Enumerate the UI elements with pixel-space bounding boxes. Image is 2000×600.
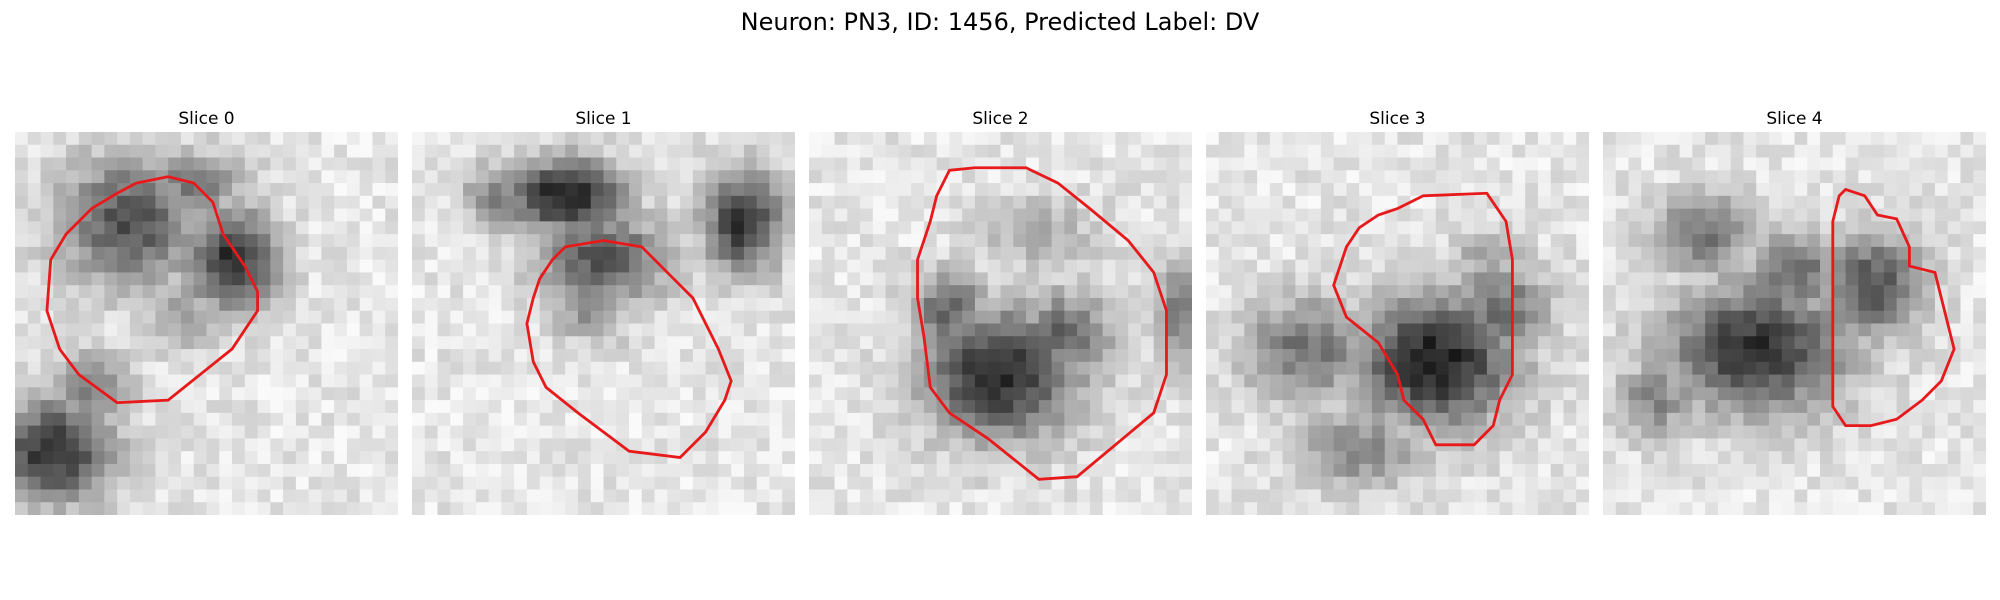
slice-title-2: Slice 2: [972, 109, 1029, 129]
slice-image-3: [1206, 132, 1589, 515]
slice-image-4: [1603, 132, 1986, 515]
slice-title-1: Slice 1: [575, 109, 632, 129]
roi-contour-2: [916, 166, 1168, 481]
slice-panel-0: Slice 0: [15, 108, 398, 515]
slice-image-svg-4: [1603, 132, 1986, 515]
slice-panel-3: Slice 3: [1206, 108, 1589, 515]
slice-image-svg-1: [412, 132, 795, 515]
slice-panel-1: Slice 1: [412, 108, 795, 515]
slice-panel-4: Slice 4: [1603, 108, 1986, 515]
slice-image-0: [15, 132, 398, 515]
figure-title: Neuron: PN3, ID: 1456, Predicted Label: …: [740, 8, 1260, 36]
slice-title-4: Slice 4: [1766, 109, 1823, 129]
slice-title-0: Slice 0: [178, 109, 235, 129]
roi-contour-4: [1831, 187, 1956, 428]
slice-image-svg-0: [15, 132, 398, 515]
roi-contour-1: [525, 239, 733, 460]
slice-panel-2: Slice 2: [809, 108, 1192, 515]
roi-contour-3: [1332, 191, 1514, 447]
slice-image-1: [412, 132, 795, 515]
slice-image-svg-3: [1206, 132, 1589, 515]
slice-image-2: [809, 132, 1192, 515]
slice-title-3: Slice 3: [1369, 109, 1426, 129]
slice-image-svg-2: [809, 132, 1192, 515]
roi-contour-0: [45, 175, 259, 405]
